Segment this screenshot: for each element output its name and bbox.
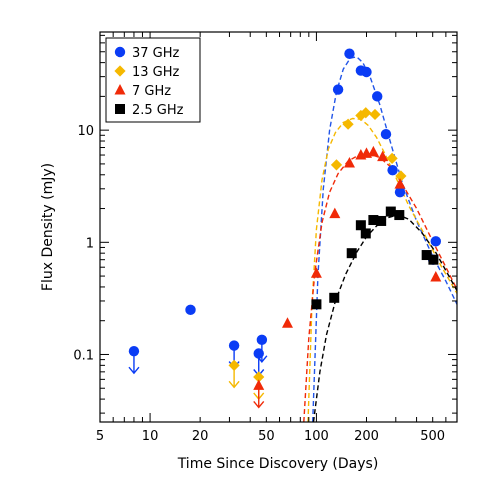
x-tick-label: 200 xyxy=(354,429,379,444)
legend-marker xyxy=(115,104,125,114)
upper-limit-point xyxy=(253,379,265,390)
data-point xyxy=(329,207,341,219)
data-point xyxy=(311,299,322,310)
data-point xyxy=(430,271,442,282)
y-tick-label: 0.1 xyxy=(73,348,94,363)
model-curve xyxy=(307,117,457,422)
data-point xyxy=(369,108,381,121)
data-point xyxy=(385,206,396,217)
data-point xyxy=(361,66,372,78)
upper-limit-arrow-head xyxy=(228,380,240,389)
data-point xyxy=(372,91,383,102)
x-tick-label: 10 xyxy=(142,429,159,444)
x-axis-label: Time Since Discovery (Days) xyxy=(177,456,379,472)
data-point xyxy=(329,292,340,303)
y-axis-label: Flux Density (mJy) xyxy=(40,163,56,291)
data-point xyxy=(395,170,407,182)
upper-limit-arrow-head xyxy=(128,366,140,375)
data-point xyxy=(330,159,343,171)
x-tick-label: 20 xyxy=(192,429,209,444)
data-point xyxy=(185,304,196,316)
upper-limit-point xyxy=(256,334,268,346)
data-point xyxy=(368,215,379,226)
data-point xyxy=(367,145,379,157)
x-tick-label: 5 xyxy=(96,429,104,444)
data-point xyxy=(386,152,398,164)
data-point xyxy=(387,164,398,176)
x-tick-label: 50 xyxy=(258,429,275,444)
y-tick-label: 10 xyxy=(77,124,94,139)
legend-marker xyxy=(114,46,126,58)
data-point xyxy=(344,48,355,59)
data-point xyxy=(346,248,357,259)
y-tick-label: 1 xyxy=(86,236,94,251)
data-point xyxy=(360,228,371,239)
data-point xyxy=(310,267,322,278)
plot-frame xyxy=(99,31,458,423)
data-point xyxy=(355,109,367,122)
data-point xyxy=(342,118,354,130)
x-tick-label: 500 xyxy=(420,429,445,444)
data-point xyxy=(376,215,387,226)
legend-marker xyxy=(114,84,126,95)
data-point xyxy=(394,210,405,221)
x-tick-label: 100 xyxy=(304,429,329,444)
data-point xyxy=(377,150,389,162)
upper-limit-point xyxy=(228,340,240,351)
data-point xyxy=(355,220,366,231)
data-markers xyxy=(128,48,442,409)
legend-label: 37 GHz xyxy=(132,46,180,61)
legend-marker xyxy=(114,65,126,77)
data-point xyxy=(281,317,293,328)
legend-label: 13 GHz xyxy=(132,65,180,80)
data-point xyxy=(394,186,406,198)
data-point xyxy=(380,129,392,140)
axes: 5 10 20 50 100 200 500 0.1 1 10 xyxy=(73,32,458,444)
legend-label: 7 GHz xyxy=(132,84,171,99)
legend-label: 2.5 GHz xyxy=(132,103,184,118)
upper-limit-arrow-head xyxy=(253,400,265,409)
model-curve xyxy=(303,153,457,422)
data-point xyxy=(343,156,355,168)
upper-limit-arrow-head xyxy=(256,355,268,363)
data-point xyxy=(360,107,372,119)
data-point xyxy=(421,250,432,261)
legend: 37 GHz 13 GHz 7 GHz 2.5 GHz xyxy=(105,37,201,123)
data-point xyxy=(394,178,406,189)
data-point xyxy=(430,236,442,247)
data-point xyxy=(332,84,344,95)
data-point xyxy=(428,254,439,265)
